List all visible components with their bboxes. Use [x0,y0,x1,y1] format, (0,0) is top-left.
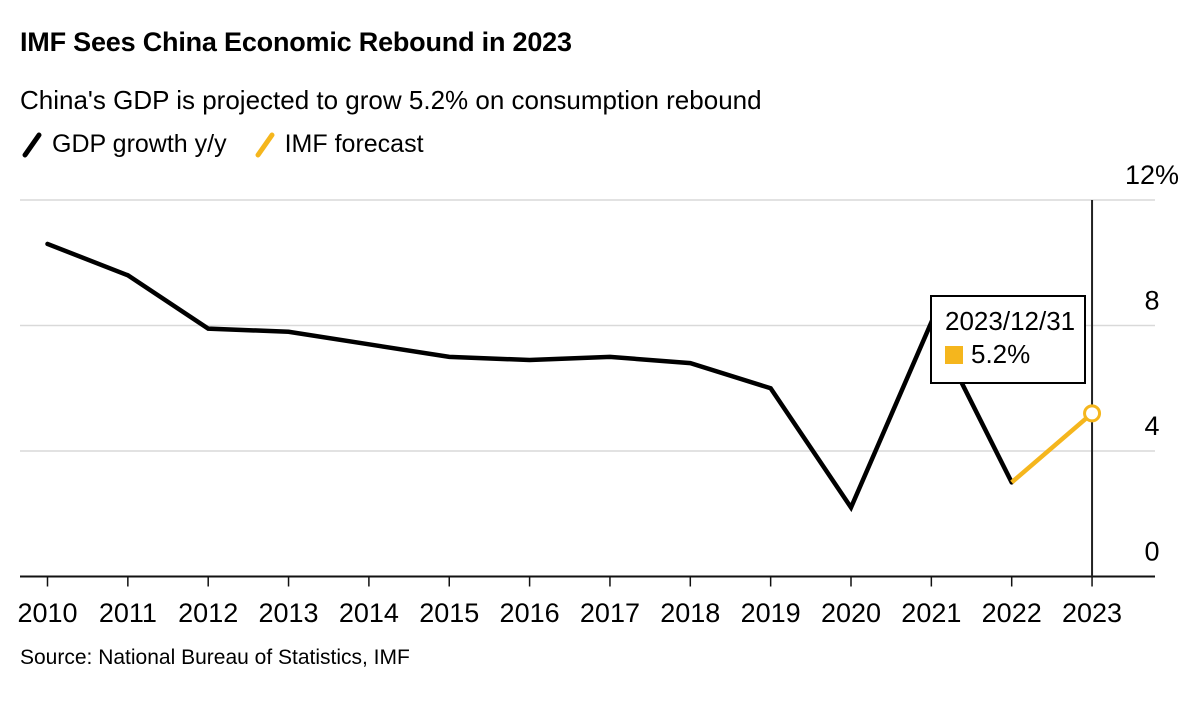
svg-text:2014: 2014 [339,598,399,628]
legend-label-gdp-growth: GDP growth y/y [52,130,227,158]
legend-label-imf-forecast: IMF forecast [284,130,424,158]
svg-text:0: 0 [1144,537,1159,567]
yellow-slash-icon [255,132,275,157]
svg-text:2020: 2020 [821,598,881,628]
svg-text:2016: 2016 [500,598,560,628]
legend-item-gdp-growth: GDP growth y/y [20,130,227,159]
svg-text:2021: 2021 [901,598,961,628]
tooltip-date: 2023/12/31 [945,306,1076,336]
svg-text:4: 4 [1144,411,1159,441]
tooltip-value: 5.2% [971,339,1031,369]
chart-legend: GDP growth y/y IMF forecast [20,130,424,159]
black-slash-icon [22,132,42,157]
forecast-tooltip: 2023/12/31 5.2% [930,295,1086,384]
svg-text:2019: 2019 [741,598,801,628]
forecast-swatch-icon [945,345,963,364]
tooltip-value-row: 5.2% [945,339,1084,370]
chart-subtitle: China's GDP is projected to grow 5.2% on… [20,85,762,115]
source-note: Source: National Bureau of Statistics, I… [20,646,410,669]
svg-text:2011: 2011 [99,598,157,628]
svg-text:12%: 12% [1125,160,1179,190]
svg-text:8: 8 [1144,286,1159,316]
svg-text:2013: 2013 [259,598,319,628]
svg-text:2015: 2015 [419,598,479,628]
chart-title: IMF Sees China Economic Rebound in 2023 [20,27,572,57]
svg-text:2022: 2022 [982,598,1042,628]
svg-text:2023: 2023 [1062,598,1122,628]
svg-text:2012: 2012 [178,598,238,628]
legend-item-imf-forecast: IMF forecast [253,130,424,159]
svg-text:2017: 2017 [580,598,640,628]
svg-text:2010: 2010 [17,598,77,628]
svg-text:2018: 2018 [660,598,720,628]
